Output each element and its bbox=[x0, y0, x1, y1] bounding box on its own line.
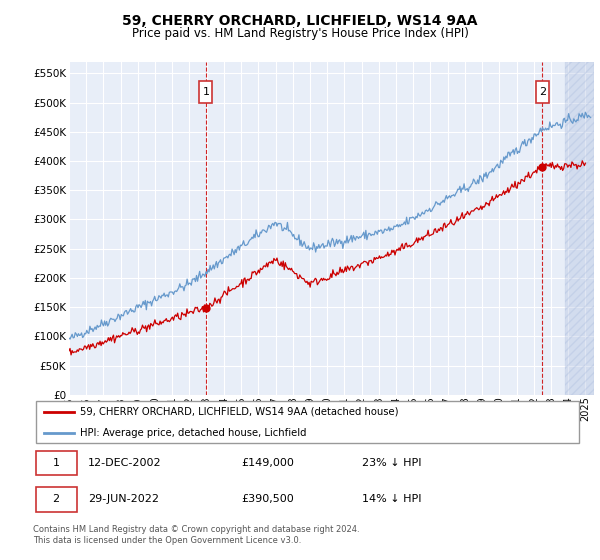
Text: £149,000: £149,000 bbox=[242, 458, 295, 468]
Text: HPI: Average price, detached house, Lichfield: HPI: Average price, detached house, Lich… bbox=[80, 428, 306, 438]
Text: 1: 1 bbox=[53, 458, 59, 468]
Bar bbox=[565, 62, 594, 395]
Text: 29-JUN-2022: 29-JUN-2022 bbox=[88, 494, 159, 505]
Text: 59, CHERRY ORCHARD, LICHFIELD, WS14 9AA: 59, CHERRY ORCHARD, LICHFIELD, WS14 9AA bbox=[122, 14, 478, 28]
Text: 1: 1 bbox=[202, 87, 209, 96]
Bar bbox=[536, 81, 549, 102]
Text: Price paid vs. HM Land Registry's House Price Index (HPI): Price paid vs. HM Land Registry's House … bbox=[131, 27, 469, 40]
Bar bbox=[199, 81, 212, 102]
FancyBboxPatch shape bbox=[36, 487, 77, 511]
Text: 23% ↓ HPI: 23% ↓ HPI bbox=[362, 458, 422, 468]
Text: 2: 2 bbox=[52, 494, 59, 505]
FancyBboxPatch shape bbox=[36, 451, 77, 475]
Text: 59, CHERRY ORCHARD, LICHFIELD, WS14 9AA (detached house): 59, CHERRY ORCHARD, LICHFIELD, WS14 9AA … bbox=[80, 407, 398, 417]
FancyBboxPatch shape bbox=[36, 401, 579, 444]
Text: £390,500: £390,500 bbox=[242, 494, 295, 505]
Text: Contains HM Land Registry data © Crown copyright and database right 2024.
This d: Contains HM Land Registry data © Crown c… bbox=[33, 525, 359, 545]
Text: 14% ↓ HPI: 14% ↓ HPI bbox=[362, 494, 422, 505]
Text: 12-DEC-2002: 12-DEC-2002 bbox=[88, 458, 161, 468]
Text: 2: 2 bbox=[539, 87, 546, 96]
